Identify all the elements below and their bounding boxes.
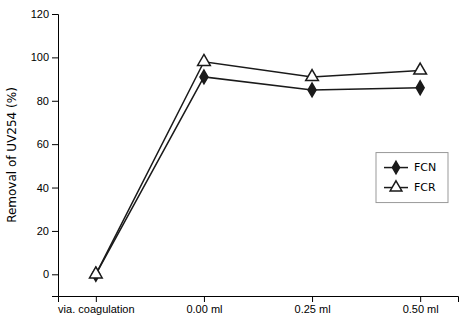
series-point — [416, 81, 424, 95]
y-tick-label: 20 — [37, 225, 49, 237]
x-tick-mark — [96, 296, 97, 302]
series-line — [96, 77, 420, 274]
series-point — [198, 54, 211, 65]
x-tick: via. coagulation — [58, 296, 134, 315]
legend: FCN FCR — [376, 153, 448, 203]
y-tick-mark — [52, 144, 58, 145]
legend-label: FCR — [414, 181, 436, 194]
y-tick-mark — [52, 14, 58, 15]
y-tick: 60 — [37, 138, 58, 150]
chart: via. coagulation 0.00 ml 0.25 ml 0.50 ml 0 20… — [0, 0, 474, 330]
y-tick-label: 40 — [37, 182, 49, 194]
series-point — [89, 267, 102, 278]
y-tick: 0 — [43, 268, 58, 280]
x-tick-label: 0.50 ml — [403, 303, 439, 315]
legend-symbol — [392, 161, 399, 173]
x-tick-mark — [312, 296, 313, 302]
y-tick: 120 — [31, 8, 58, 20]
x-tick-label: 0.25 ml — [295, 303, 331, 315]
y-tick: 80 — [37, 95, 58, 107]
y-axis-title: Removal of UV254 (%) — [5, 87, 19, 223]
legend-label: FCN — [414, 161, 436, 174]
x-tick-label: 0.00 ml — [186, 303, 222, 315]
legend-box — [376, 153, 448, 203]
y-tick-mark — [52, 188, 58, 189]
y-tick-mark — [52, 274, 58, 275]
y-tick-label: 80 — [37, 95, 49, 107]
series-line — [96, 62, 420, 275]
y-tick-label: 100 — [31, 51, 49, 63]
y-tick-mark — [52, 231, 58, 232]
series-point — [200, 70, 208, 84]
y-tick-label: 120 — [31, 8, 49, 20]
plot: via. coagulation 0.00 ml 0.25 ml 0.50 ml 0 20… — [31, 8, 459, 315]
x-tick-mark — [204, 296, 205, 302]
x-axis: via. coagulation 0.00 ml 0.25 ml 0.50 ml — [58, 296, 458, 315]
y-axis-line — [52, 15, 59, 297]
y-tick-mark — [52, 57, 58, 58]
x-tick-label: via. coagulation — [58, 303, 134, 315]
y-tick-label: 0 — [43, 268, 49, 280]
x-tick: 0.25 ml — [295, 296, 331, 315]
x-axis-line — [59, 297, 459, 303]
y-tick: 40 — [37, 182, 58, 194]
series-point — [306, 70, 319, 81]
y-tick-mark — [52, 101, 58, 102]
y-tick: 100 — [31, 51, 58, 63]
legend-symbol — [390, 181, 402, 191]
series-point — [414, 63, 427, 74]
y-tick-label: 60 — [37, 138, 49, 150]
y-tick: 20 — [37, 225, 58, 237]
y-axis: 0 20 40 60 80 100 120 — [31, 8, 59, 296]
x-tick-mark — [420, 296, 421, 302]
x-tick: 0.50 ml — [403, 296, 439, 315]
series-point — [308, 83, 316, 97]
x-tick: 0.00 ml — [186, 296, 222, 315]
